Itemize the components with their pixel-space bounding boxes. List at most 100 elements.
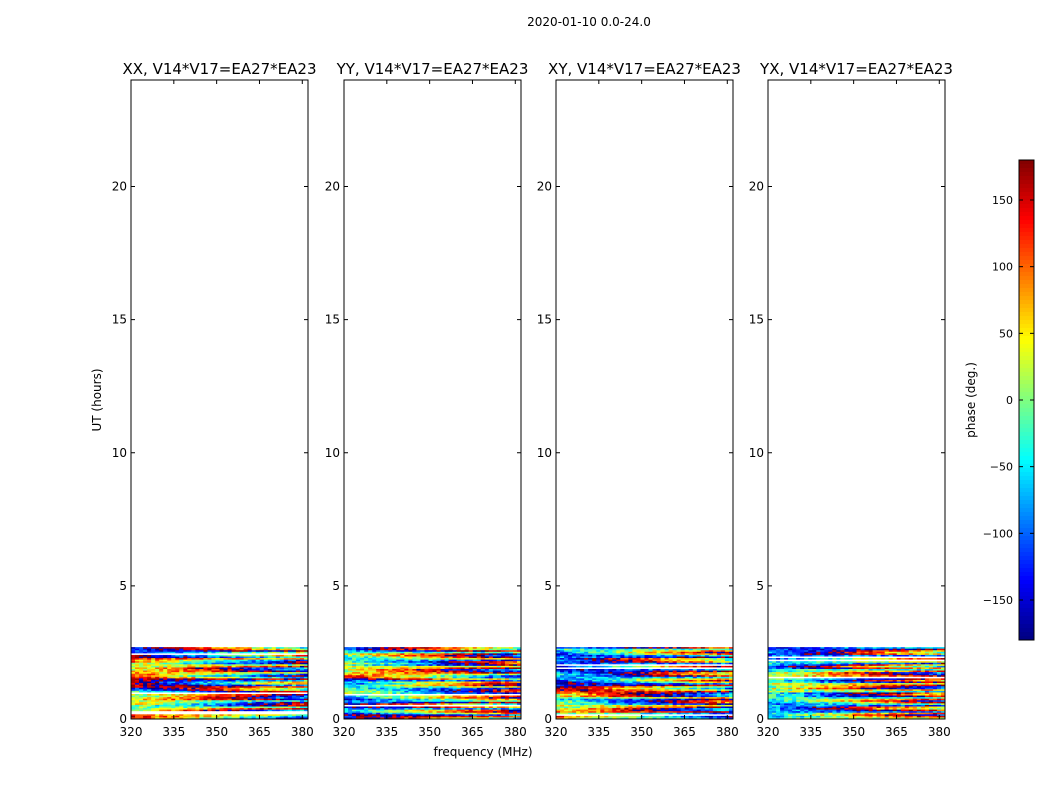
heatmap-cell xyxy=(596,664,601,667)
heatmap-cell xyxy=(191,668,196,671)
heatmap-cell xyxy=(159,673,164,676)
heatmap-cell xyxy=(151,675,156,678)
heatmap-cell xyxy=(376,662,381,665)
heatmap-cell xyxy=(295,692,301,695)
heatmap-cell xyxy=(440,672,445,675)
heatmap-cell xyxy=(468,656,474,659)
heatmap-cell xyxy=(500,658,506,661)
heatmap-cell xyxy=(388,665,393,668)
heatmap-cell xyxy=(480,701,486,704)
heatmap-cell xyxy=(263,717,269,720)
heatmap-cell xyxy=(512,648,518,651)
heatmap-cell xyxy=(275,706,281,709)
heatmap-cell xyxy=(267,694,273,696)
heatmap-cell xyxy=(191,687,196,690)
heatmap-cell xyxy=(243,712,249,715)
heatmap-cell xyxy=(356,704,361,707)
heatmap-cell xyxy=(159,668,164,671)
heatmap-cell xyxy=(231,681,236,684)
heatmap-cell xyxy=(151,686,156,689)
heatmap-cell xyxy=(440,678,445,681)
heatmap-cell xyxy=(139,712,144,715)
heatmap-cell xyxy=(588,648,593,651)
y-tick-label: 0 xyxy=(332,712,340,726)
heatmap-cell xyxy=(279,703,285,706)
heatmap-cell xyxy=(191,698,196,701)
heatmap-cell xyxy=(376,714,381,717)
heatmap-cell xyxy=(420,709,425,712)
heatmap-cell xyxy=(384,686,389,689)
heatmap-cell xyxy=(163,664,168,667)
heatmap-cell xyxy=(167,672,172,675)
heatmap-cell xyxy=(392,661,397,664)
heatmap-cell xyxy=(191,658,196,661)
heatmap-cell xyxy=(191,712,196,715)
heatmap-cell xyxy=(135,683,140,686)
heatmap-cell xyxy=(504,697,510,700)
heatmap-cell xyxy=(179,700,184,703)
heatmap-cell xyxy=(400,648,405,651)
heatmap-cell xyxy=(400,689,405,692)
heatmap-cell xyxy=(171,687,176,690)
heatmap-cell xyxy=(139,659,144,662)
heatmap-cell xyxy=(440,683,445,686)
heatmap-cell xyxy=(352,687,357,690)
heatmap-cell xyxy=(263,647,269,650)
heatmap-cell xyxy=(396,711,401,714)
heatmap-cell xyxy=(480,686,486,689)
heatmap-cell xyxy=(496,664,502,667)
heatmap-cell xyxy=(187,648,192,651)
heatmap-cell xyxy=(219,678,224,681)
heatmap-cell xyxy=(175,704,180,707)
heatmap-cell xyxy=(708,647,714,650)
heatmap-cell xyxy=(464,712,470,715)
heatmap-cell xyxy=(384,683,389,686)
heatmap-cell xyxy=(175,679,180,682)
heatmap-cell xyxy=(580,654,585,657)
heatmap-cell xyxy=(179,673,184,676)
heatmap-cell xyxy=(416,678,421,681)
heatmap-cell xyxy=(183,687,188,690)
heatmap-cell xyxy=(372,675,377,678)
heatmap-cell xyxy=(251,694,257,696)
heatmap-cell xyxy=(468,692,474,695)
heatmap-cell xyxy=(195,714,200,717)
heatmap-cell xyxy=(700,668,706,671)
heatmap-cell xyxy=(408,714,413,717)
heatmap-cell xyxy=(496,714,502,717)
heatmap-cell xyxy=(452,708,458,711)
heatmap-cell xyxy=(183,678,188,681)
heatmap-cell xyxy=(155,706,160,709)
heatmap-cell xyxy=(207,650,212,653)
heatmap-cell xyxy=(452,659,458,662)
heatmap-cell xyxy=(416,711,421,714)
heatmap-cell xyxy=(592,647,597,650)
heatmap-cell xyxy=(267,706,273,709)
heatmap-cell xyxy=(452,700,458,703)
heatmap-cell xyxy=(259,698,265,701)
heatmap-cell xyxy=(191,700,196,703)
heatmap-cell xyxy=(564,656,569,659)
heatmap-cell xyxy=(396,676,401,679)
heatmap-cell xyxy=(432,681,437,684)
heatmap-cell xyxy=(299,712,305,715)
heatmap-cell xyxy=(412,684,417,687)
heatmap-cell xyxy=(508,697,514,700)
heatmap-cell xyxy=(135,661,140,664)
heatmap-cell xyxy=(716,650,722,653)
heatmap-cell xyxy=(716,668,722,671)
heatmap-cell xyxy=(380,700,385,703)
heatmap-cell xyxy=(504,701,510,704)
heatmap-cell xyxy=(291,667,297,670)
heatmap-cell xyxy=(608,650,613,653)
heatmap-cell xyxy=(139,658,144,661)
heatmap-cell xyxy=(660,656,666,659)
heatmap-cell xyxy=(496,697,502,700)
heatmap-cell xyxy=(672,672,678,675)
heatmap-cell xyxy=(712,653,718,656)
heatmap-cell xyxy=(155,708,160,711)
heatmap-cell xyxy=(167,703,172,706)
heatmap-cell xyxy=(219,698,224,701)
heatmap-cell xyxy=(299,711,305,714)
heatmap-cell xyxy=(352,676,357,679)
